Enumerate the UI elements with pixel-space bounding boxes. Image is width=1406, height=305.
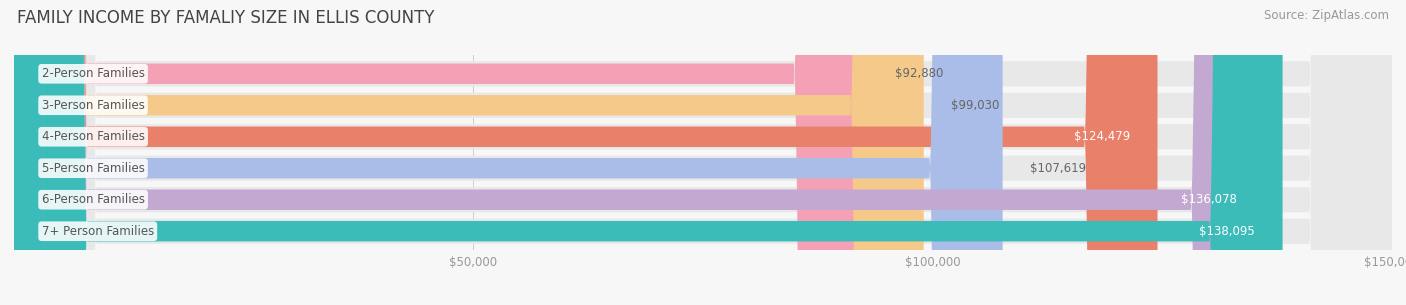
Text: 4-Person Families: 4-Person Families [42, 130, 145, 143]
FancyBboxPatch shape [14, 0, 1264, 305]
Text: 7+ Person Families: 7+ Person Families [42, 225, 153, 238]
FancyBboxPatch shape [14, 0, 1392, 305]
FancyBboxPatch shape [14, 0, 1392, 305]
FancyBboxPatch shape [14, 0, 1392, 305]
FancyBboxPatch shape [14, 0, 1282, 305]
FancyBboxPatch shape [14, 0, 868, 305]
FancyBboxPatch shape [14, 0, 1157, 305]
Text: Source: ZipAtlas.com: Source: ZipAtlas.com [1264, 9, 1389, 22]
FancyBboxPatch shape [14, 0, 1392, 305]
Text: $107,619: $107,619 [1031, 162, 1087, 175]
Text: 3-Person Families: 3-Person Families [42, 99, 145, 112]
Text: $99,030: $99,030 [952, 99, 1000, 112]
Text: $138,095: $138,095 [1199, 225, 1256, 238]
Text: $124,479: $124,479 [1074, 130, 1130, 143]
Text: $136,078: $136,078 [1181, 193, 1236, 206]
Text: 5-Person Families: 5-Person Families [42, 162, 145, 175]
Text: $92,880: $92,880 [894, 67, 943, 80]
Text: FAMILY INCOME BY FAMALIY SIZE IN ELLIS COUNTY: FAMILY INCOME BY FAMALIY SIZE IN ELLIS C… [17, 9, 434, 27]
Text: 6-Person Families: 6-Person Families [42, 193, 145, 206]
FancyBboxPatch shape [14, 0, 1002, 305]
FancyBboxPatch shape [14, 0, 924, 305]
FancyBboxPatch shape [14, 0, 1392, 305]
FancyBboxPatch shape [14, 0, 1392, 305]
Text: 2-Person Families: 2-Person Families [42, 67, 145, 80]
